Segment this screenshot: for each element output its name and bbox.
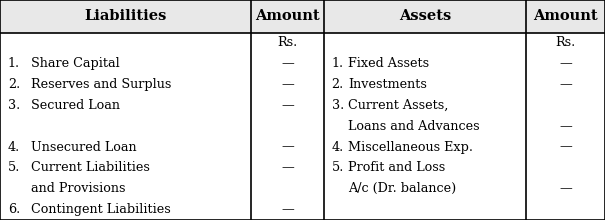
Text: 4.: 4.: [8, 141, 20, 154]
Text: Liabilities: Liabilities: [84, 9, 167, 23]
Text: Share Capital: Share Capital: [31, 57, 120, 70]
Text: Rs.: Rs.: [277, 37, 298, 50]
Text: 1.: 1.: [332, 57, 344, 70]
Text: Reserves and Surplus: Reserves and Surplus: [31, 78, 172, 91]
Text: —: —: [559, 120, 572, 133]
Text: —: —: [559, 182, 572, 195]
Text: 2.: 2.: [8, 78, 20, 91]
Text: —: —: [559, 78, 572, 91]
Text: —: —: [559, 141, 572, 154]
Text: 5.: 5.: [8, 161, 20, 174]
Text: —: —: [281, 57, 294, 70]
Text: —: —: [281, 161, 294, 174]
Text: —: —: [281, 99, 294, 112]
Text: Fixed Assets: Fixed Assets: [348, 57, 429, 70]
Text: 4.: 4.: [332, 141, 344, 154]
Bar: [0, 0, 605, 33]
Text: A/c (Dr. balance): A/c (Dr. balance): [348, 182, 456, 195]
Text: Secured Loan: Secured Loan: [31, 99, 120, 112]
Text: —: —: [559, 57, 572, 70]
Text: and Provisions: and Provisions: [31, 182, 126, 195]
Text: Rs.: Rs.: [555, 37, 576, 50]
Text: Investments: Investments: [348, 78, 427, 91]
Text: 3.: 3.: [8, 99, 20, 112]
Text: Current Liabilities: Current Liabilities: [31, 161, 150, 174]
Text: 5.: 5.: [332, 161, 344, 174]
Text: —: —: [281, 141, 294, 154]
Text: Assets: Assets: [399, 9, 451, 23]
Text: Miscellaneous Exp.: Miscellaneous Exp.: [348, 141, 473, 154]
Text: Amount: Amount: [534, 9, 598, 23]
Text: 1.: 1.: [8, 57, 20, 70]
Text: Unsecured Loan: Unsecured Loan: [31, 141, 137, 154]
Text: 3.: 3.: [332, 99, 344, 112]
Text: 2.: 2.: [332, 78, 344, 91]
Text: Contingent Liabilities: Contingent Liabilities: [31, 203, 171, 216]
Text: Current Assets,: Current Assets,: [348, 99, 448, 112]
Text: 6.: 6.: [8, 203, 20, 216]
Text: Loans and Advances: Loans and Advances: [348, 120, 480, 133]
Text: Amount: Amount: [255, 9, 319, 23]
Text: —: —: [281, 78, 294, 91]
Text: —: —: [281, 203, 294, 216]
Text: Profit and Loss: Profit and Loss: [348, 161, 445, 174]
